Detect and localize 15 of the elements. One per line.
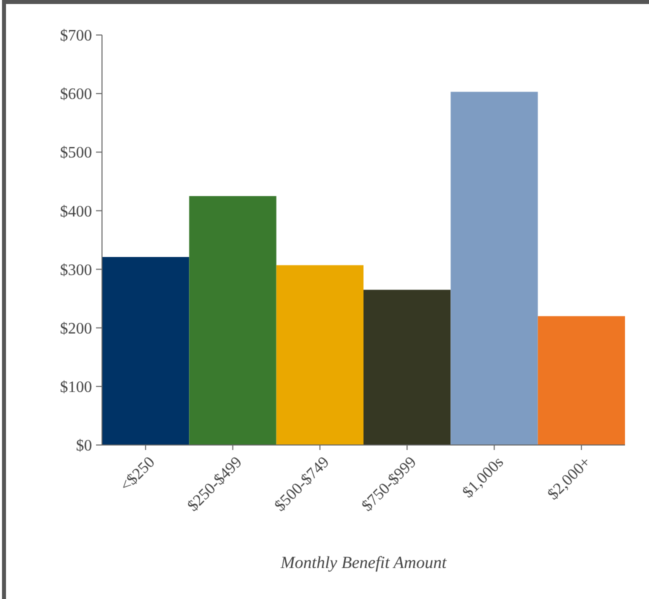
- y-tick-label: $700: [60, 28, 92, 45]
- bar: [364, 290, 451, 445]
- y-tick-label: $100: [60, 379, 92, 396]
- bar: [189, 196, 276, 445]
- y-tick-label: $500: [60, 144, 92, 162]
- x-axis-title: Monthly Benefit Amount: [280, 553, 448, 572]
- y-tick-label: $600: [60, 86, 92, 104]
- y-tick-label: $300: [60, 262, 92, 279]
- y-tick-label: $400: [60, 203, 92, 220]
- bar: [102, 256, 190, 445]
- bar: [538, 316, 625, 445]
- bar: [276, 265, 364, 445]
- y-tick-label: $0: [76, 438, 92, 455]
- bar: [450, 92, 538, 445]
- y-tick-label: $200: [60, 320, 92, 338]
